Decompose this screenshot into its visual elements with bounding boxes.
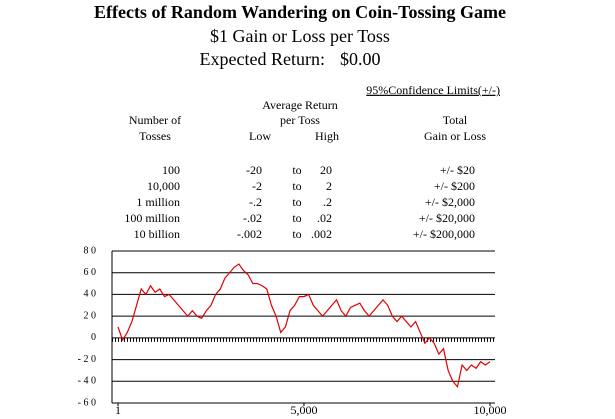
table-cell: .002 (311, 227, 332, 241)
y-tick-label: 8 0 (84, 245, 97, 256)
table-cell: -.02 (243, 211, 262, 225)
table-cell: -.002 (237, 227, 262, 241)
table-cell: 10,000 (147, 179, 180, 193)
table-cell: -20 (246, 163, 262, 177)
y-tick-label: - 2 0 (78, 354, 96, 365)
data-line (117, 263, 491, 389)
title: Effects of Random Wandering on Coin-Toss… (94, 2, 506, 22)
x-tick-label: 1 (115, 403, 121, 417)
col-header: per Toss (280, 113, 320, 127)
confidence-label: 95%Confidence Limits(+/-) (366, 83, 500, 97)
y-tick-label: 2 0 (84, 310, 97, 321)
y-tick-label: 4 0 (84, 289, 97, 300)
col-header: Low (249, 129, 271, 143)
col-header: Gain or Loss (424, 129, 486, 143)
col-header: Average Return (262, 98, 337, 112)
table-cell: +/- $20 (440, 163, 475, 177)
table-cell: to (292, 211, 301, 225)
table-cell: to (292, 195, 301, 209)
y-tick-label: - 6 0 (78, 397, 96, 408)
table-cell: +/- $2,000 (425, 195, 475, 209)
col-header: Number of (129, 113, 181, 127)
table-cell: 10 billion (134, 227, 180, 241)
table-cell: .2 (323, 195, 332, 209)
table-cell: 100 million (124, 211, 180, 225)
col-header: Total (443, 113, 468, 127)
table-cell: to (292, 179, 301, 193)
table-cell: to (292, 227, 301, 241)
table-cell: .02 (317, 211, 332, 225)
expected-label: Expected Return: (200, 49, 325, 69)
table-cell: 1 million (136, 195, 180, 209)
table-cell: to (292, 163, 301, 177)
y-tick-label: - 4 0 (78, 376, 96, 387)
table-cell: 100 (162, 163, 180, 177)
table-cell: +/- $200 (434, 179, 475, 193)
expected-value: $0.00 (340, 49, 381, 69)
col-header: High (315, 129, 339, 143)
table-cell: +/- $200,000 (413, 227, 475, 241)
table-cell: -2 (252, 179, 262, 193)
subtitle: $1 Gain or Loss per Toss (210, 26, 390, 46)
table-cell: 2 (326, 179, 332, 193)
table-cell: -.2 (249, 195, 262, 209)
y-tick-label: 0 (91, 332, 96, 343)
table-cell: 20 (320, 163, 332, 177)
table-cell: +/- $20,000 (419, 211, 475, 225)
x-tick-label: 10,000 (474, 403, 507, 417)
x-tick-label: 5,000 (290, 403, 317, 417)
y-tick-label: 6 0 (84, 267, 97, 278)
col-header: Tosses (139, 129, 171, 143)
